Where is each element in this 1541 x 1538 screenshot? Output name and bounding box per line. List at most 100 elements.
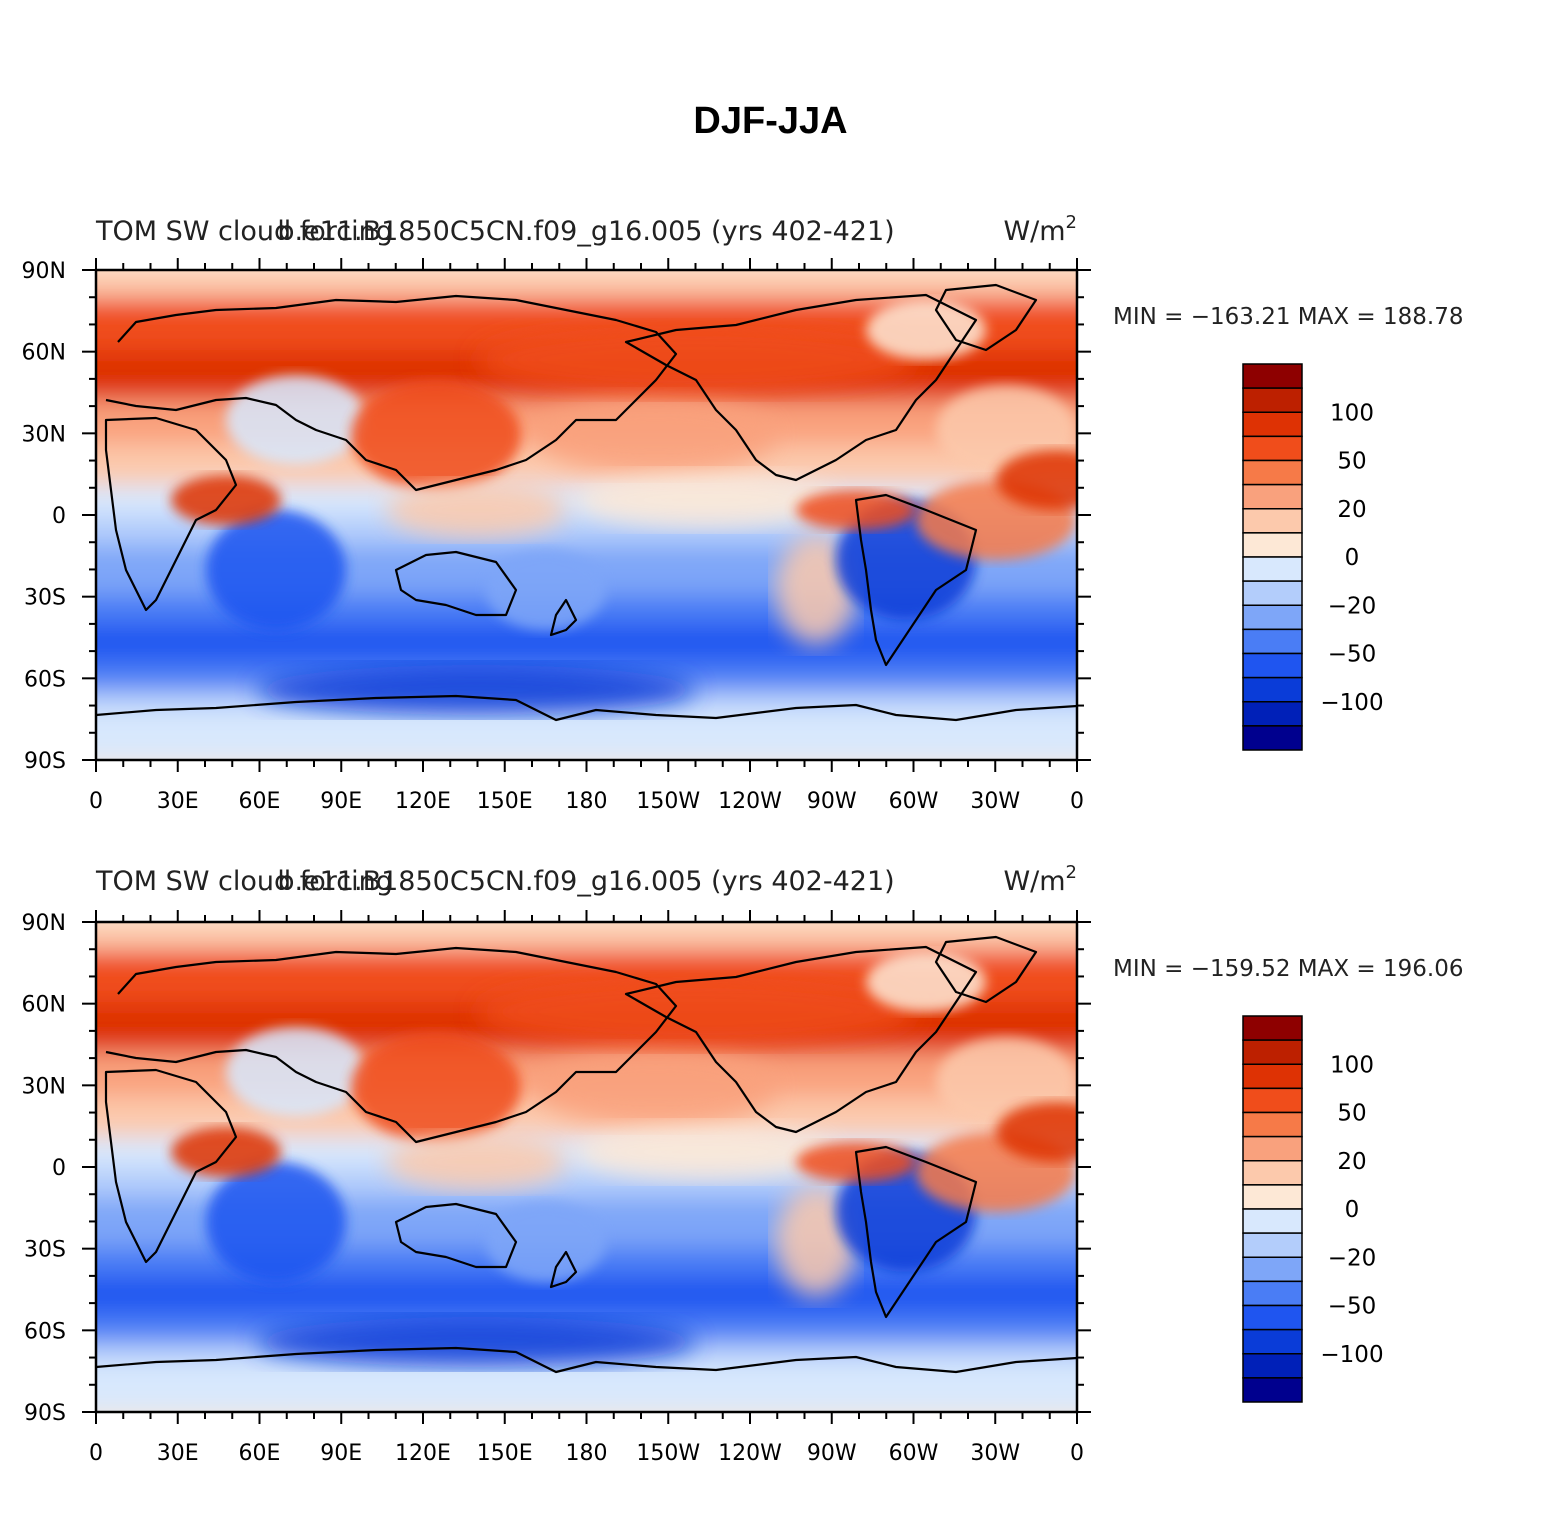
panel-1-colorbar-box xyxy=(1242,363,1303,389)
panel-1-coastline-2 xyxy=(104,416,238,612)
panel-2-coastline-8 xyxy=(549,1250,578,1289)
panel-1-field-region-3 xyxy=(386,482,566,538)
panel-1-field-region-15 xyxy=(796,490,916,530)
panel-2-x-tick-labels: 0 30E 60E 90E 120E 150E 180 150W 120W 90W 60W 30W 0 xyxy=(89,1441,1084,1466)
panel-1-colorbar-box xyxy=(1242,459,1303,486)
panel-2-colorbar-box xyxy=(1242,1208,1303,1234)
panel-2-colorbar-box xyxy=(1242,1328,1303,1355)
panel-2-x-label: 30W xyxy=(970,1441,1020,1466)
panel-1-colorbar-box xyxy=(1242,387,1303,413)
panel-1-colorbar-label: −50 xyxy=(1328,642,1377,668)
panel-2-colorbar-box xyxy=(1242,1256,1303,1283)
panel-1-y-label: 30N xyxy=(22,422,66,447)
panel-1-field-region-5 xyxy=(576,472,836,528)
panel-1-colorbar-box xyxy=(1242,435,1303,462)
panel-2-colorbar-label: −100 xyxy=(1320,1342,1383,1368)
panel-2-y-tick-labels: 90N 60N 30N 0 30S 60S 90S xyxy=(22,911,66,1426)
panel-1-center-title: b.e11.B1850C5CN.f09_g16.005 (yrs 402-421… xyxy=(277,216,894,247)
panel-2-field-region-13 xyxy=(866,952,986,1012)
panel-2-field-region-6 xyxy=(776,1187,856,1297)
panel-1-colorbar-label: 50 xyxy=(1337,449,1366,475)
panel-2-colorbar-box xyxy=(1242,1232,1303,1258)
panel-1-ticks xyxy=(82,258,1091,772)
panel-1-y-label: 60N xyxy=(22,341,66,366)
panel-1-field-region-6 xyxy=(776,535,856,645)
panel-2-colorbar-label: −20 xyxy=(1328,1245,1377,1271)
panel-2-lat-band-1 xyxy=(96,922,1077,952)
panel-1-x-label: 180 xyxy=(566,789,608,814)
panel-2-x-label: 150W xyxy=(636,1441,700,1466)
panel-1-y-label: 0 xyxy=(52,504,66,529)
panel-1-field-region-16 xyxy=(171,475,281,525)
panel-2-field-region-17 xyxy=(256,1317,696,1367)
panel-1-x-label: 120E xyxy=(395,789,451,814)
panel-1-units: W/m2 xyxy=(1003,212,1077,247)
panel-2-colorbar-label: −50 xyxy=(1328,1294,1377,1320)
panel-1-colorbar-box xyxy=(1242,580,1303,606)
panel-2-colorbar-box xyxy=(1242,1039,1303,1065)
panel-1-coastline-7 xyxy=(96,694,1077,722)
panel-2-coastlines xyxy=(96,935,1077,1374)
panel-2-colorbar-label: 0 xyxy=(1345,1197,1360,1223)
panel-1-left-title: TOM SW cloud forcing xyxy=(95,216,393,247)
panel-2-y-label: 90N xyxy=(22,911,66,936)
panel-2-colorbar-box xyxy=(1242,1111,1303,1138)
panel-1-colorbar-box xyxy=(1242,676,1303,703)
panel-1-colorbar-box xyxy=(1242,483,1303,510)
panel-2-left-title: TOM SW cloud forcing xyxy=(95,866,393,897)
panel-1-colorbar-label: 0 xyxy=(1345,545,1360,571)
panel-2-x-label: 60W xyxy=(889,1441,939,1466)
panel-1-colorbar-box xyxy=(1242,508,1303,534)
panel-1-x-label: 60E xyxy=(239,789,281,814)
panel-2-colorbar-box xyxy=(1242,1087,1303,1114)
panel-2-x-label: 0 xyxy=(89,1441,103,1466)
panel-2-colorbar-box xyxy=(1242,1353,1303,1379)
panel-1-x-label: 0 xyxy=(89,789,103,814)
map-panel-1: TOM SW cloud forcing b.e11.B1850C5CN.f09… xyxy=(22,212,1464,814)
panel-1-coastline-3 xyxy=(394,550,518,617)
panel-2-coastline-3 xyxy=(394,1202,518,1269)
panel-1-units-base: W/m xyxy=(1003,216,1065,247)
panel-1-x-label: 150E xyxy=(477,789,533,814)
panel-1-y-label: 90S xyxy=(24,749,66,774)
panel-2-colorbar: 100 50 20 0 −20 −50 −100 xyxy=(1242,1015,1384,1403)
panel-2-field-region-4 xyxy=(536,1047,776,1127)
panel-1-colorbar-box xyxy=(1242,701,1303,727)
panel-1-colorbar-box xyxy=(1242,652,1303,679)
panel-2-coastline-7 xyxy=(96,1346,1077,1374)
panel-1-coastline-8 xyxy=(549,598,578,637)
panel-1-x-label: 30E xyxy=(157,789,199,814)
panel-2-colorbar-label: 100 xyxy=(1330,1052,1374,1078)
panel-1-x-label: 0 xyxy=(1070,789,1084,814)
panel-2-colorbar-box xyxy=(1242,1135,1303,1162)
panel-2-y-label: 60S xyxy=(24,1319,66,1344)
panel-1-x-tick-labels: 0 30E 60E 90E 120E 150E 180 150W 120W 90W 60W 30W 0 xyxy=(89,789,1084,814)
panel-1-units-sup: 2 xyxy=(1066,212,1077,233)
panel-1-colorbar-box xyxy=(1242,628,1303,655)
panel-2-x-label: 60E xyxy=(239,1441,281,1466)
panel-1-lat-band-13 xyxy=(96,710,1077,760)
panel-1-colorbar-label: 100 xyxy=(1330,400,1374,426)
panel-1-colorbar-label: 20 xyxy=(1337,497,1366,523)
panel-2-colorbar-box xyxy=(1242,1160,1303,1186)
panel-2-coastline-2 xyxy=(104,1068,238,1264)
panel-2-y-label: 30N xyxy=(22,1074,66,1099)
panel-1-coastlines xyxy=(96,283,1077,722)
panel-1-y-tick-labels: 90N 60N 30N 0 30S 60S 90S xyxy=(22,259,66,774)
panel-2-units: W/m2 xyxy=(1003,862,1077,897)
panel-2-colorbar-box xyxy=(1242,1280,1303,1307)
panel-1-min-max: MIN = −163.21 MAX = 188.78 xyxy=(1113,304,1464,330)
panel-1-colorbar-box xyxy=(1242,532,1303,558)
panel-1-lat-band-10 xyxy=(96,625,1077,662)
panel-2-field-region-16 xyxy=(171,1127,281,1177)
panel-1-field-region-13 xyxy=(866,300,986,360)
panel-1-coastline-4 xyxy=(624,293,978,482)
panel-2-lat-band-13 xyxy=(96,1362,1077,1412)
panel-2-coastline-4 xyxy=(624,945,978,1134)
panel-2-coastline-6 xyxy=(934,935,1038,1004)
panel-2-x-label: 90E xyxy=(320,1441,362,1466)
panel-2-coastline-5 xyxy=(854,1145,978,1319)
panel-1-colorbar-box xyxy=(1242,725,1303,751)
panel-2-field-region-12 xyxy=(476,977,916,1047)
